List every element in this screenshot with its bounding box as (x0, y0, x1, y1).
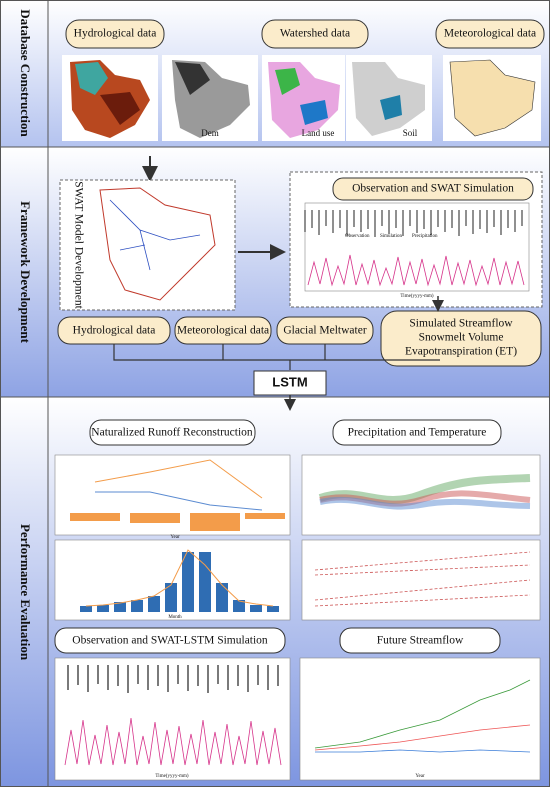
map-caption: Land use (302, 128, 335, 138)
label: Glacial Meltwater (283, 325, 367, 337)
label: SWAT Model Development (72, 181, 84, 309)
section-title: Database Construction (18, 9, 33, 137)
mini-line (314, 724, 531, 751)
map-caption: Soil (403, 128, 418, 138)
mini-line (314, 679, 531, 749)
maps (62, 55, 541, 141)
label: Precipitation and Temperature (348, 427, 487, 439)
section-title: Performance Evaluation (18, 524, 33, 661)
mini-line (315, 749, 531, 753)
label: Evapotranspiration (ET) (405, 346, 517, 358)
label-pill (54, 627, 286, 654)
mini-chart (301, 539, 541, 621)
label: Observation and SWAT Simulation (352, 183, 514, 195)
label: Observation and SWAT-LSTM Simulation (72, 635, 268, 647)
label-pill (89, 419, 256, 446)
label-pill (332, 419, 502, 446)
label-pill (339, 627, 501, 654)
mini-bar (190, 513, 240, 531)
axis-label: Time(yyyy-mm) (400, 294, 433, 299)
label: Future Streamflow (377, 635, 464, 647)
section-title: Framework Development (18, 201, 33, 344)
mini-line (95, 491, 263, 511)
axis-label: Time(yyyy-mm) (155, 774, 188, 779)
axis-label: Year (415, 774, 425, 779)
legend: Observation (345, 234, 370, 239)
watershed-outline (99, 187, 216, 301)
connector (113, 344, 440, 370)
label-pill (435, 19, 545, 49)
mini-chart (299, 657, 541, 781)
model-box (253, 370, 327, 396)
mini-bar (130, 513, 180, 523)
label-pill (332, 177, 534, 201)
mini-line (85, 549, 274, 607)
mini-line (314, 551, 531, 607)
label: LSTM (272, 374, 307, 389)
mini-bar (245, 513, 285, 519)
label: Watershed data (280, 28, 350, 40)
precip-bars (304, 210, 523, 237)
sim-line (64, 717, 282, 766)
label: Naturalized Runoff Reconstruction (91, 427, 253, 439)
mini-band (319, 496, 531, 510)
axis-label: Year (170, 535, 180, 540)
label: Snowmelt Volume (419, 332, 504, 344)
label: Meteorological data (444, 28, 536, 40)
axis-label: Month (168, 615, 182, 620)
legend: Simulation (380, 234, 402, 239)
label: Hydrological data (73, 325, 156, 337)
label-pill (261, 19, 369, 49)
map-caption: Dem (201, 128, 219, 138)
mini-band (318, 474, 531, 504)
legend: Precipitation (412, 234, 438, 239)
precip-bars (67, 665, 279, 693)
sim-line (307, 254, 525, 287)
mini-bar (70, 513, 120, 521)
label: Meteorological data (177, 325, 269, 337)
label: Hydrological data (74, 28, 157, 40)
label-pill (380, 310, 542, 367)
river-network (109, 199, 201, 271)
mini-line (94, 459, 263, 499)
mini-bars (80, 552, 279, 612)
label-pill (65, 19, 165, 49)
label: Simulated Streamflow (409, 318, 513, 330)
